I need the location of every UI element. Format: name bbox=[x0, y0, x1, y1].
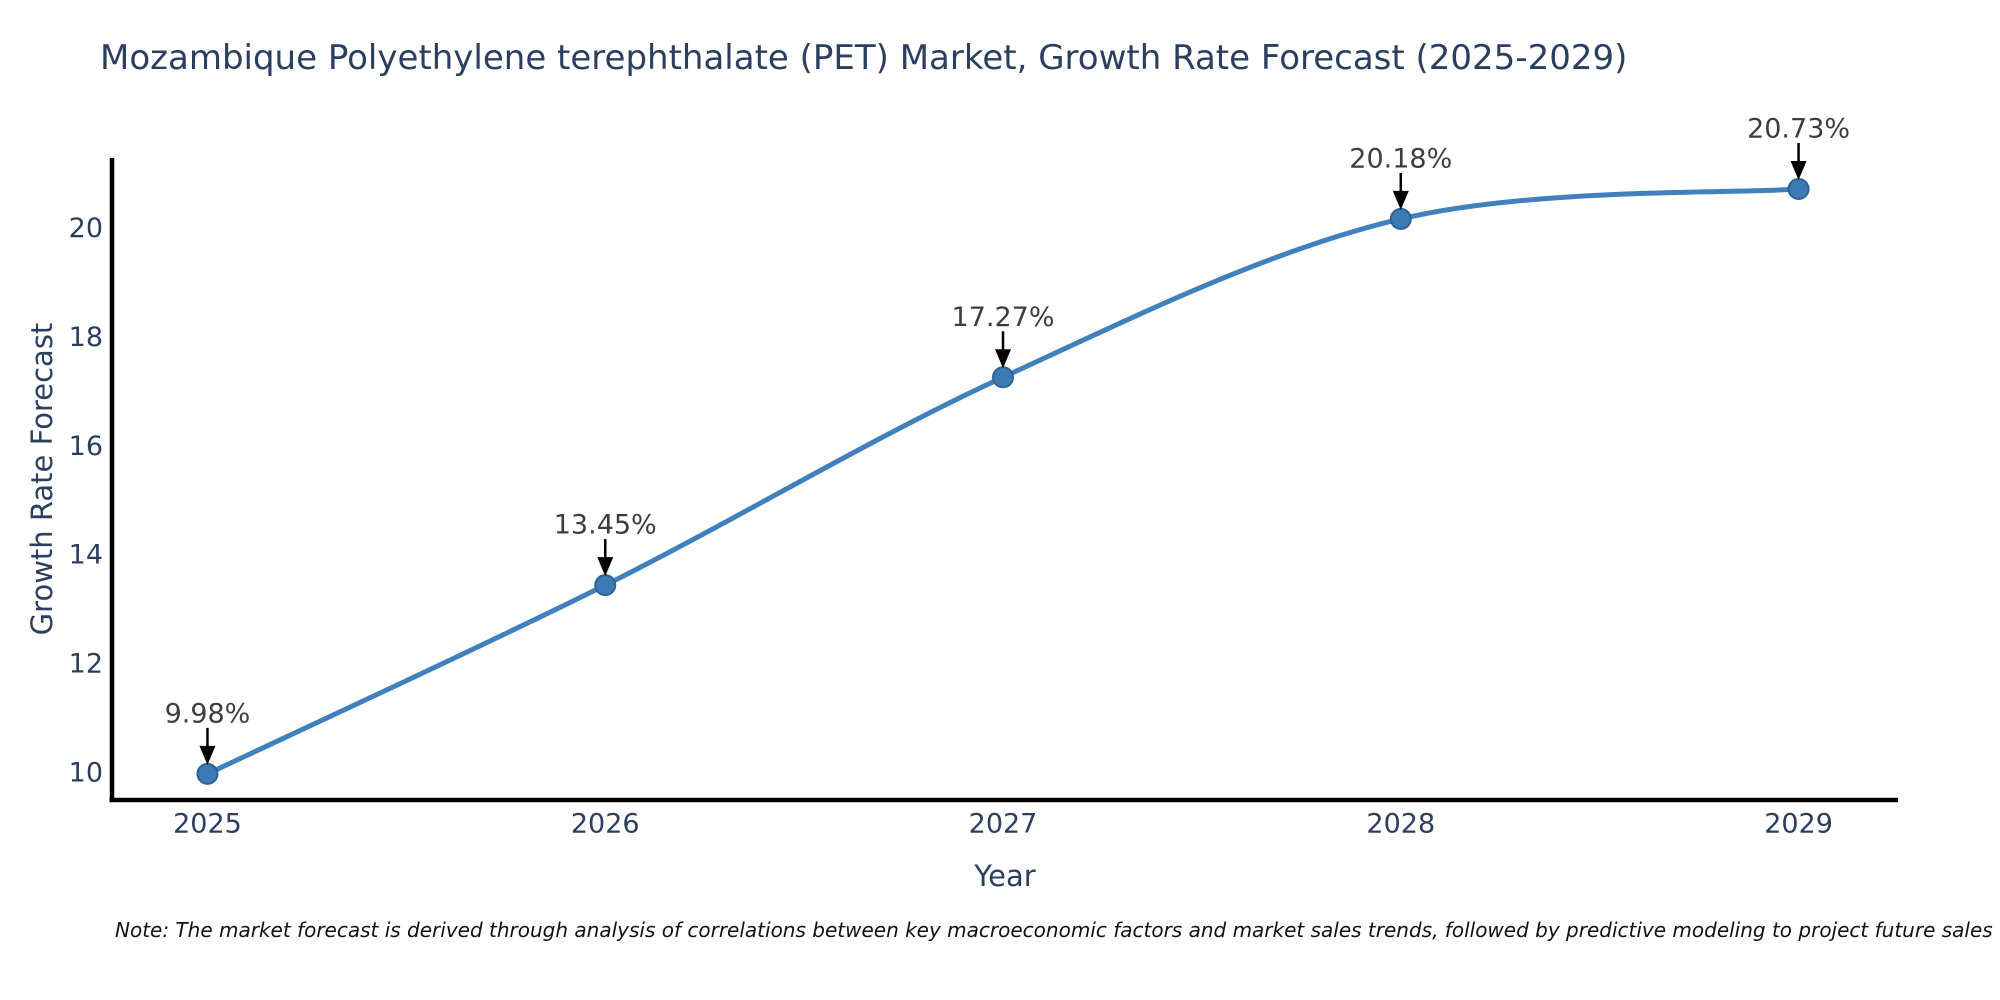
data-point-marker bbox=[1389, 207, 1412, 230]
x-axis-title: Year bbox=[973, 859, 1035, 893]
data-point-marker bbox=[196, 762, 219, 785]
data-point-marker bbox=[1787, 178, 1810, 201]
y-axis-tick-label: 12 bbox=[69, 648, 103, 679]
data-point-annotation: 17.27% bbox=[952, 302, 1055, 333]
y-axis-tick-label: 18 bbox=[69, 322, 103, 353]
x-axis-tick-label: 2026 bbox=[571, 809, 640, 840]
x-axis-tick-label: 2028 bbox=[1366, 809, 1435, 840]
x-axis-tick-label: 2025 bbox=[173, 809, 242, 840]
data-point-annotation: 20.73% bbox=[1747, 114, 1850, 145]
trend-line bbox=[204, 186, 1802, 777]
chart-title: Mozambique Polyethylene terephthalate (P… bbox=[100, 38, 1628, 78]
annotation-arrowhead bbox=[1392, 190, 1409, 210]
data-point-annotation: 20.18% bbox=[1349, 143, 1452, 174]
y-axis-tick-label: 10 bbox=[69, 757, 103, 788]
annotation-arrowhead bbox=[1790, 161, 1807, 181]
y-axis-tick-label: 20 bbox=[69, 213, 103, 244]
x-axis-tick-label: 2029 bbox=[1764, 809, 1833, 840]
x-axis-tick-label: 2027 bbox=[969, 809, 1038, 840]
y-axis-title: Growth Rate Forecast bbox=[25, 323, 59, 636]
data-point-marker bbox=[992, 366, 1015, 389]
y-axis-tick-label: 14 bbox=[69, 540, 103, 571]
data-point-annotation: 9.98% bbox=[165, 698, 251, 729]
footnote: Note: The market forecast is derived thr… bbox=[115, 918, 1993, 942]
data-point-annotation: 13.45% bbox=[554, 510, 657, 541]
annotation-arrowhead bbox=[199, 745, 216, 765]
annotation-arrowhead bbox=[995, 349, 1012, 369]
y-axis-tick-label: 16 bbox=[69, 431, 103, 462]
annotation-arrowhead bbox=[597, 557, 614, 577]
data-point-marker bbox=[594, 574, 617, 597]
